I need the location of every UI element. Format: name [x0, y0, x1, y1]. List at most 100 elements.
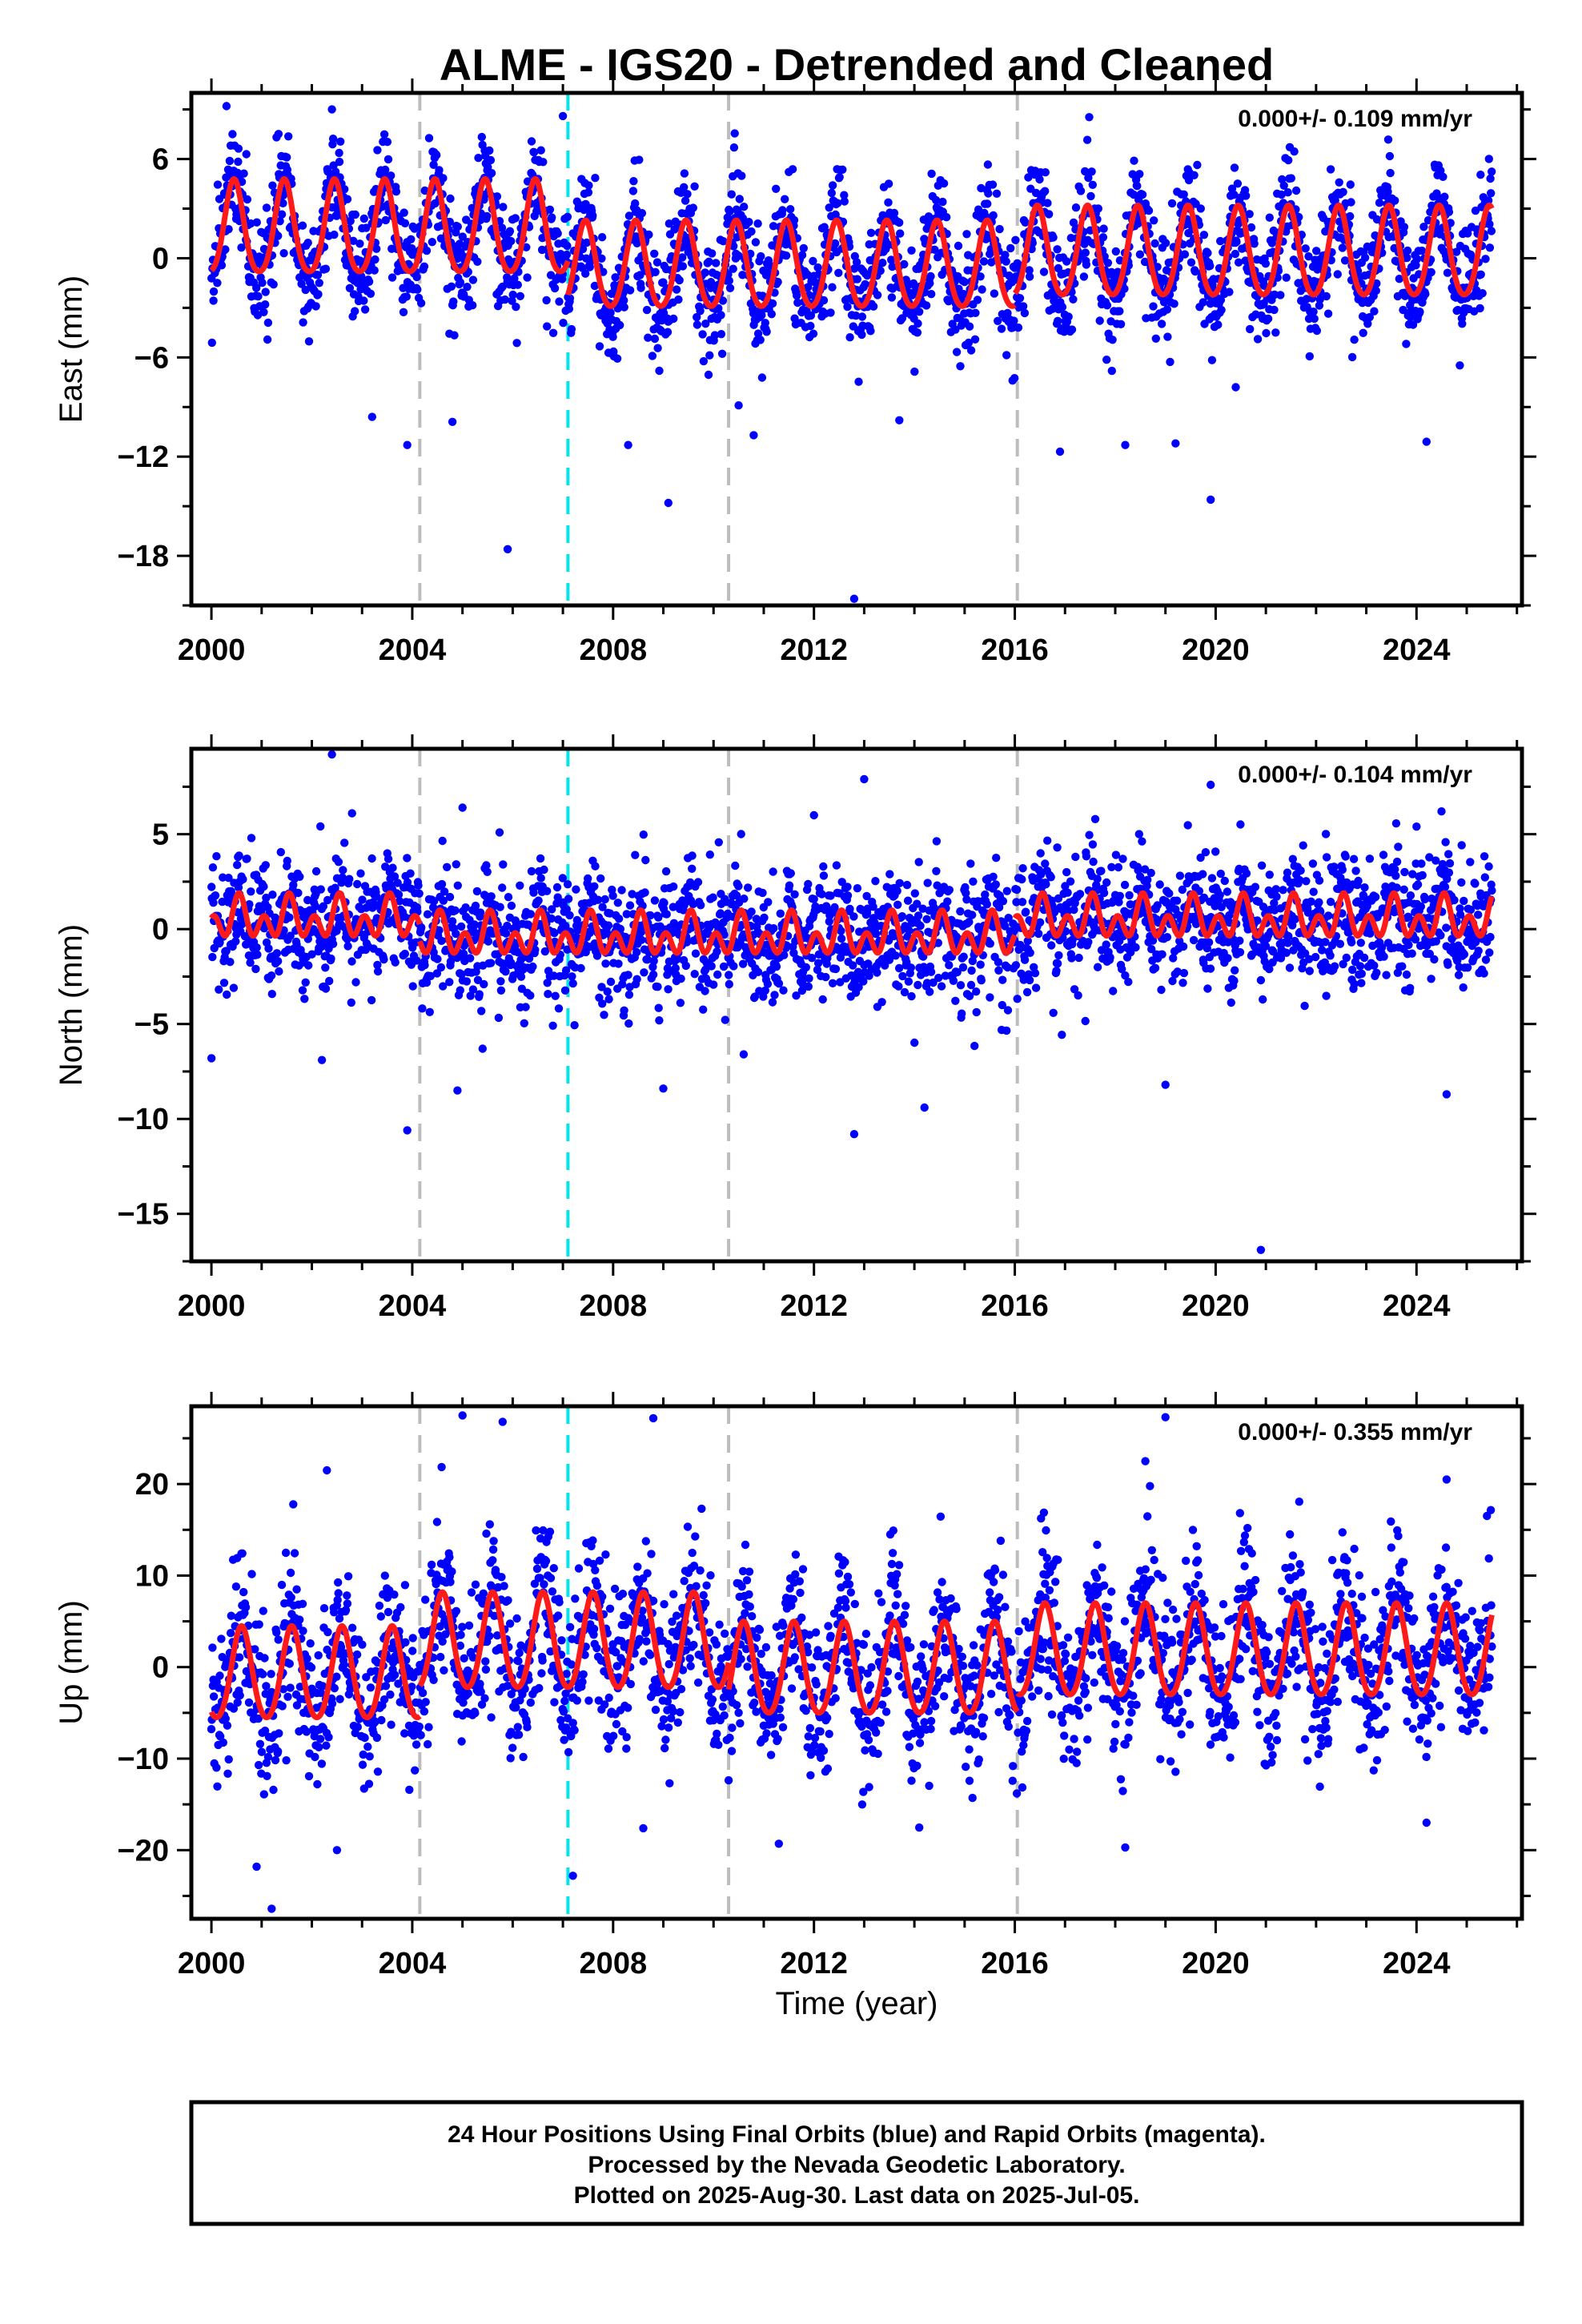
data-point — [223, 990, 231, 999]
data-point — [636, 271, 644, 279]
data-point — [693, 312, 701, 322]
data-point — [747, 227, 756, 236]
data-point — [545, 205, 555, 214]
data-point — [710, 331, 720, 340]
data-point — [1043, 836, 1052, 845]
data-point — [951, 996, 960, 1006]
data-point — [677, 974, 685, 983]
data-point — [1035, 918, 1045, 927]
data-point — [913, 980, 922, 990]
data-point — [527, 866, 536, 876]
data-point — [632, 947, 641, 957]
data-point — [564, 304, 574, 313]
data-point — [562, 250, 572, 259]
data-point — [772, 962, 781, 971]
data-point — [907, 246, 916, 255]
data-point — [1300, 1001, 1309, 1011]
data-point — [1022, 907, 1030, 916]
data-point — [1347, 352, 1357, 362]
data-point — [243, 195, 252, 204]
data-point — [1049, 233, 1058, 242]
data-point — [395, 897, 404, 906]
data-point — [407, 235, 416, 243]
data-point — [753, 219, 762, 228]
data-point — [1102, 301, 1112, 310]
data-point — [1099, 888, 1109, 898]
data-point — [930, 904, 938, 914]
data-point — [383, 155, 393, 164]
data-point — [1006, 243, 1015, 253]
data-point — [492, 192, 502, 201]
data-point — [648, 970, 658, 979]
data-point — [1162, 933, 1172, 942]
data-point — [964, 338, 974, 348]
data-point — [889, 931, 898, 941]
data-point — [1296, 866, 1305, 875]
data-point — [359, 296, 368, 305]
data-point — [1102, 878, 1111, 887]
data-point — [837, 927, 845, 935]
data-point — [1242, 191, 1251, 200]
data-point — [738, 271, 747, 279]
data-point — [1111, 247, 1121, 256]
data-point — [1041, 168, 1050, 177]
data-point — [1231, 966, 1239, 975]
data-point — [1315, 295, 1324, 304]
data-point — [1312, 247, 1321, 255]
data-point — [762, 328, 771, 336]
data-point — [1323, 309, 1333, 318]
data-point — [699, 1005, 708, 1014]
data-point — [1383, 187, 1392, 196]
data-point — [725, 283, 735, 292]
data-point — [263, 318, 273, 328]
data-point — [1304, 252, 1313, 261]
data-point — [1299, 841, 1307, 850]
data-point — [819, 862, 828, 871]
data-point — [938, 197, 947, 207]
data-point — [477, 1007, 486, 1015]
data-point — [208, 863, 218, 872]
data-point — [769, 924, 778, 933]
data-point — [926, 987, 934, 996]
data-point — [528, 962, 537, 971]
data-point — [1253, 916, 1262, 925]
data-point — [1082, 260, 1091, 269]
data-point — [725, 971, 733, 979]
data-point — [819, 296, 829, 305]
data-point — [997, 324, 1006, 333]
data-point — [267, 990, 276, 999]
data-point — [447, 282, 456, 291]
data-point — [588, 211, 597, 220]
data-point — [1309, 887, 1318, 896]
data-point — [581, 269, 590, 278]
data-point — [983, 199, 992, 208]
data-point — [1058, 1031, 1066, 1039]
data-point — [1090, 814, 1100, 823]
data-point — [769, 867, 777, 876]
data-point — [253, 950, 262, 959]
data-point — [669, 882, 678, 891]
data-point — [540, 947, 549, 956]
data-point — [1111, 850, 1121, 859]
data-point — [400, 219, 410, 227]
data-point — [1042, 880, 1050, 889]
data-point — [346, 216, 355, 226]
data-point — [714, 304, 723, 313]
data-point — [451, 906, 460, 915]
data-point — [1025, 266, 1034, 275]
data-point — [893, 887, 901, 895]
data-point — [1415, 308, 1424, 316]
data-point — [1121, 971, 1130, 980]
data-point — [790, 890, 799, 899]
data-point — [625, 901, 635, 910]
data-point — [945, 961, 954, 970]
data-point — [669, 919, 679, 928]
data-point — [637, 935, 646, 944]
data-point — [1024, 173, 1033, 182]
data-point — [499, 203, 508, 211]
data-point — [1350, 336, 1359, 344]
outlier-point — [222, 102, 231, 111]
data-point — [470, 920, 479, 929]
data-point — [275, 967, 283, 976]
data-point — [1215, 891, 1224, 900]
